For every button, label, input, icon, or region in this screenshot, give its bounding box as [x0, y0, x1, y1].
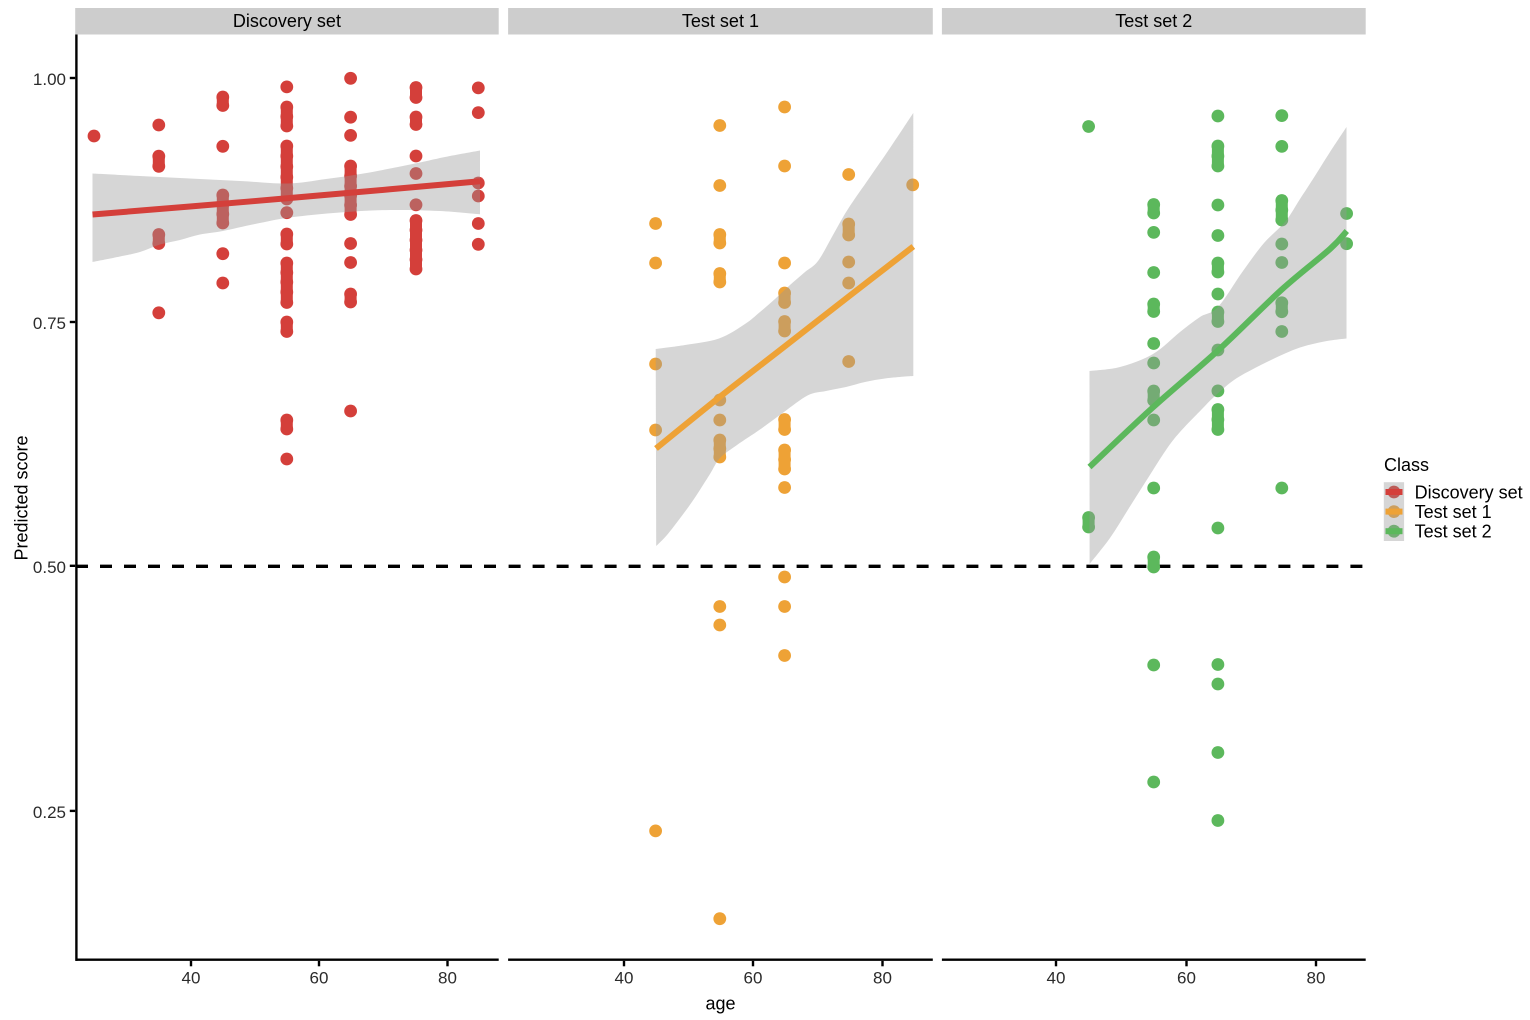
svg-text:40: 40 [182, 968, 201, 987]
svg-text:0.75: 0.75 [33, 314, 66, 333]
svg-text:Test set 1: Test set 1 [1415, 502, 1492, 522]
svg-text:Discovery set: Discovery set [233, 11, 341, 31]
svg-text:60: 60 [744, 968, 763, 987]
svg-text:60: 60 [1177, 968, 1196, 987]
svg-text:40: 40 [1047, 968, 1066, 987]
svg-text:age: age [705, 994, 735, 1014]
svg-text:80: 80 [873, 968, 892, 987]
svg-text:60: 60 [310, 968, 329, 987]
svg-text:Test set 2: Test set 2 [1115, 11, 1192, 31]
svg-text:Predicted score: Predicted score [12, 435, 32, 560]
svg-text:0.50: 0.50 [33, 558, 66, 577]
svg-text:Class: Class [1384, 455, 1429, 475]
svg-text:80: 80 [1307, 968, 1326, 987]
svg-text:80: 80 [438, 968, 457, 987]
svg-text:1.00: 1.00 [33, 70, 66, 89]
svg-text:Test set 2: Test set 2 [1415, 522, 1492, 542]
svg-text:Discovery set: Discovery set [1415, 482, 1523, 502]
svg-text:40: 40 [615, 968, 634, 987]
svg-text:Test set 1: Test set 1 [682, 11, 759, 31]
svg-text:0.25: 0.25 [33, 803, 66, 822]
